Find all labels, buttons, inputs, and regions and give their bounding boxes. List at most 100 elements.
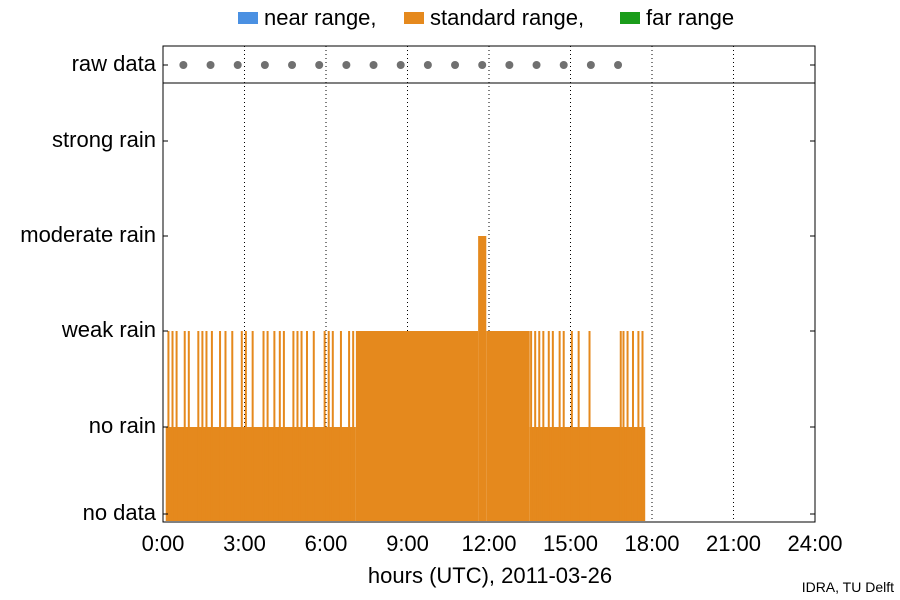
x-axis-label: 6:00 <box>305 531 348 556</box>
weak-rain-spike-37 <box>558 331 561 521</box>
weak-rain-spike-18 <box>278 331 281 521</box>
weak-rain-spike-43 <box>622 331 625 521</box>
x-axis-label: 3:00 <box>223 531 266 556</box>
raw-data-dot-9 <box>423 61 432 69</box>
bar-segment-2 <box>478 236 487 521</box>
x-axis-label: 21:00 <box>706 531 761 556</box>
raw-data-dot-0 <box>179 61 188 69</box>
x-axis-label: 24:00 <box>787 531 842 556</box>
weak-rain-spike-20 <box>292 331 295 521</box>
weak-rain-spike-44 <box>626 331 629 521</box>
y-axis-labels: no data no rain weak rain moderate rain stro… <box>20 51 157 525</box>
legend-swatch-far-range <box>620 12 640 24</box>
weak-rain-spike-30 <box>352 331 355 521</box>
weak-rain-spike-7 <box>205 331 208 521</box>
weak-rain-spike-32 <box>534 331 537 521</box>
weak-rain-spike-25 <box>323 331 326 521</box>
x-axis-title: hours (UTC), 2011-03-26 <box>368 563 612 588</box>
weak-rain-spike-47 <box>641 331 644 521</box>
weak-rain-spike-46 <box>637 331 640 521</box>
credit-text: IDRA, TU Delft <box>802 579 894 595</box>
weak-rain-spike-14 <box>251 331 254 521</box>
legend-label-standard-range: standard range, <box>430 5 584 30</box>
raw-data-dot-5 <box>315 61 324 69</box>
x-axis-label: 0:00 <box>142 531 185 556</box>
x-axis-labels: 0:00 3:00 6:00 9:00 12:00 15:00 18:00 21:00 24:0… <box>142 531 843 556</box>
raw-data-dot-13 <box>532 61 541 69</box>
y-axis-label: no rain <box>89 413 156 438</box>
raw-data-dot-16 <box>614 61 623 69</box>
weak-rain-spike-16 <box>266 331 269 521</box>
weak-rain-spike-39 <box>570 331 573 521</box>
bar-segment-3 <box>486 331 530 521</box>
weak-rain-spike-12 <box>240 331 243 521</box>
weak-rain-spike-3 <box>183 331 186 521</box>
weak-rain-spike-0 <box>167 331 170 521</box>
weak-rain-spike-36 <box>551 331 554 521</box>
weak-rain-spike-10 <box>224 331 227 521</box>
legend: near range, standard range, far range <box>238 5 734 30</box>
raw-data-dot-10 <box>451 61 460 69</box>
y-axis-ticks <box>163 64 815 515</box>
bar-segment-1 <box>355 331 479 521</box>
weak-rain-spike-27 <box>331 331 334 521</box>
weak-rain-spike-15 <box>262 331 265 521</box>
raw-data-dot-7 <box>369 61 378 69</box>
legend-swatch-standard-range <box>404 12 424 24</box>
weak-rain-spike-8 <box>210 331 213 521</box>
y-axis-label: weak rain <box>61 317 156 342</box>
weak-rain-spike-4 <box>187 331 190 521</box>
weak-rain-spike-31 <box>530 331 533 521</box>
weak-rain-spike-11 <box>231 331 234 521</box>
weak-rain-spike-42 <box>619 331 622 521</box>
weak-rain-spike-29 <box>348 331 351 521</box>
weak-rain-spike-34 <box>542 331 545 521</box>
weak-rain-spike-1 <box>171 331 174 521</box>
weak-rain-spike-9 <box>219 331 222 521</box>
weak-rain-spike-2 <box>175 331 178 521</box>
raw-data-dot-6 <box>342 61 351 69</box>
raw-data-dot-15 <box>586 61 595 69</box>
weak-rain-spike-13 <box>244 331 247 521</box>
raw-data-dot-8 <box>396 61 405 69</box>
weak-rain-spike-5 <box>197 331 200 521</box>
raw-data-panel-frame <box>162 45 816 84</box>
y-axis-label: raw data <box>72 51 157 76</box>
weak-rain-spike-26 <box>327 331 330 521</box>
legend-swatch-near-range <box>238 12 258 24</box>
weak-rain-spike-23 <box>305 331 308 521</box>
weak-rain-spike-45 <box>631 331 634 521</box>
weak-rain-spike-40 <box>577 331 580 521</box>
x-axis-label: 12:00 <box>461 531 516 556</box>
weak-rain-spike-38 <box>562 331 565 521</box>
weak-rain-spike-35 <box>547 331 550 521</box>
y-axis-label: strong rain <box>52 127 156 152</box>
weak-rain-spike-24 <box>312 331 315 521</box>
raw-data-dot-2 <box>233 61 242 69</box>
weak-rain-spike-6 <box>201 331 204 521</box>
y-axis-label: moderate rain <box>20 222 156 247</box>
raw-data-dot-12 <box>505 61 514 69</box>
raw-data-dot-1 <box>206 61 215 69</box>
raw-data-dots <box>179 61 623 69</box>
y-axis-label: no data <box>83 500 157 525</box>
standard-range-bars <box>165 236 646 521</box>
weak-rain-spike-17 <box>273 331 276 521</box>
raw-data-dot-4 <box>288 61 297 69</box>
x-axis-label: 9:00 <box>386 531 429 556</box>
x-axis-label: 18:00 <box>624 531 679 556</box>
weak-rain-spike-21 <box>296 331 299 521</box>
x-axis-label: 15:00 <box>543 531 598 556</box>
weak-rain-spike-41 <box>588 331 591 521</box>
raw-data-dot-11 <box>478 61 487 69</box>
weak-rain-spike-22 <box>300 331 303 521</box>
weak-rain-spike-19 <box>282 331 285 521</box>
weak-rain-spike-33 <box>538 331 541 521</box>
legend-label-far-range: far range <box>646 5 734 30</box>
raw-data-dot-14 <box>559 61 568 69</box>
bar-segment-0 <box>165 427 356 521</box>
weak-rain-spike-28 <box>339 331 342 521</box>
raw-data-dot-3 <box>260 61 269 69</box>
legend-label-near-range: near range, <box>264 5 377 30</box>
